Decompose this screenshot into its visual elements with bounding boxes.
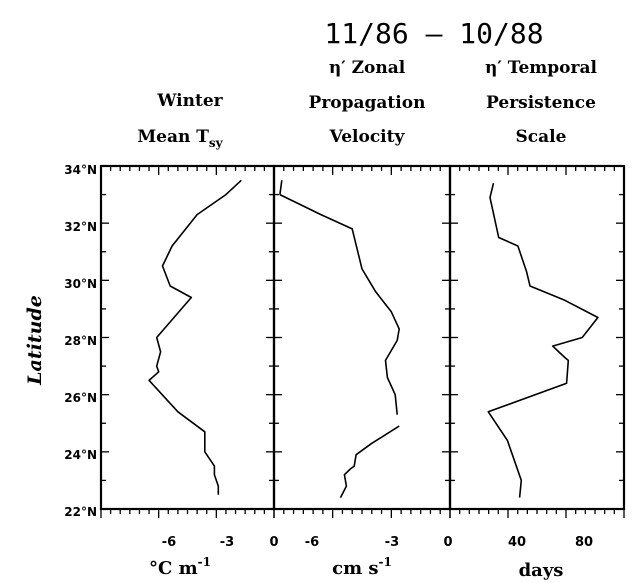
panel-2-header-line3: Velocity [329, 127, 406, 147]
panel-3-frame [448, 164, 626, 511]
panel-3-series-line [487, 183, 599, 498]
x-tick-label: -3 [220, 535, 234, 550]
panel-2-header-line2: Propagation [309, 93, 426, 113]
panel-2-x-unit: cm s-1 [332, 555, 392, 579]
panel-1-x-unit: °C m-1 [149, 555, 211, 579]
panel-1-header: Winter Mean Tsy [137, 91, 223, 150]
y-tick-labels: 34°N 32°N 30°N 28°N 26°N 24°N 22°N [64, 163, 97, 519]
x-tick-labels: -6 -3 0 -6 -3 0 40 80 [162, 535, 593, 550]
y-tick-label: 26°N [64, 391, 97, 405]
panel-frames [99, 164, 626, 518]
panel-2-header: η′ Zonal Propagation Velocity [309, 58, 426, 147]
panel-1-series-line [148, 179, 242, 495]
y-tick-label: 24°N [64, 448, 97, 462]
data-lines [148, 179, 599, 498]
x-tick-label: -3 [385, 535, 399, 550]
y-tick-label: 32°N [64, 220, 97, 234]
y-axis-label: Latitude [24, 295, 46, 386]
x-tick-label: -6 [162, 535, 176, 550]
y-tick-label: 22°N [64, 505, 97, 519]
y-tick-label: 30°N [64, 277, 97, 291]
panel-3-header: η′ Temporal Persistence Scale [485, 58, 597, 147]
panel-1-header-line1: Winter [156, 91, 223, 111]
x-tick-label: 0 [443, 535, 452, 550]
y-tick-label: 34°N [64, 163, 97, 177]
x-tick-label: 40 [508, 535, 526, 550]
x-tick-label: 0 [269, 535, 278, 550]
panel-2-series-line [339, 425, 400, 498]
y-tick-label: 28°N [64, 334, 97, 348]
panel-2-series-line [279, 180, 283, 195]
panel-2-header-line1: η′ Zonal [329, 58, 406, 78]
panel-3-header-line3: Scale [516, 127, 567, 147]
x-tick-label: 80 [575, 535, 593, 550]
panel-1-header-line2: Mean Tsy [137, 127, 223, 150]
figure-title: 11/86 – 10/88 [324, 17, 543, 50]
panel-1-frame [99, 164, 276, 511]
panel-3-header-line1: η′ Temporal [485, 58, 597, 78]
panel-3-x-unit: days [519, 560, 564, 581]
panel-2-series-line [279, 193, 401, 415]
panel-3-header-line2: Persistence [486, 93, 596, 113]
panel-2-frame [272, 164, 452, 511]
x-tick-label: -6 [305, 535, 319, 550]
